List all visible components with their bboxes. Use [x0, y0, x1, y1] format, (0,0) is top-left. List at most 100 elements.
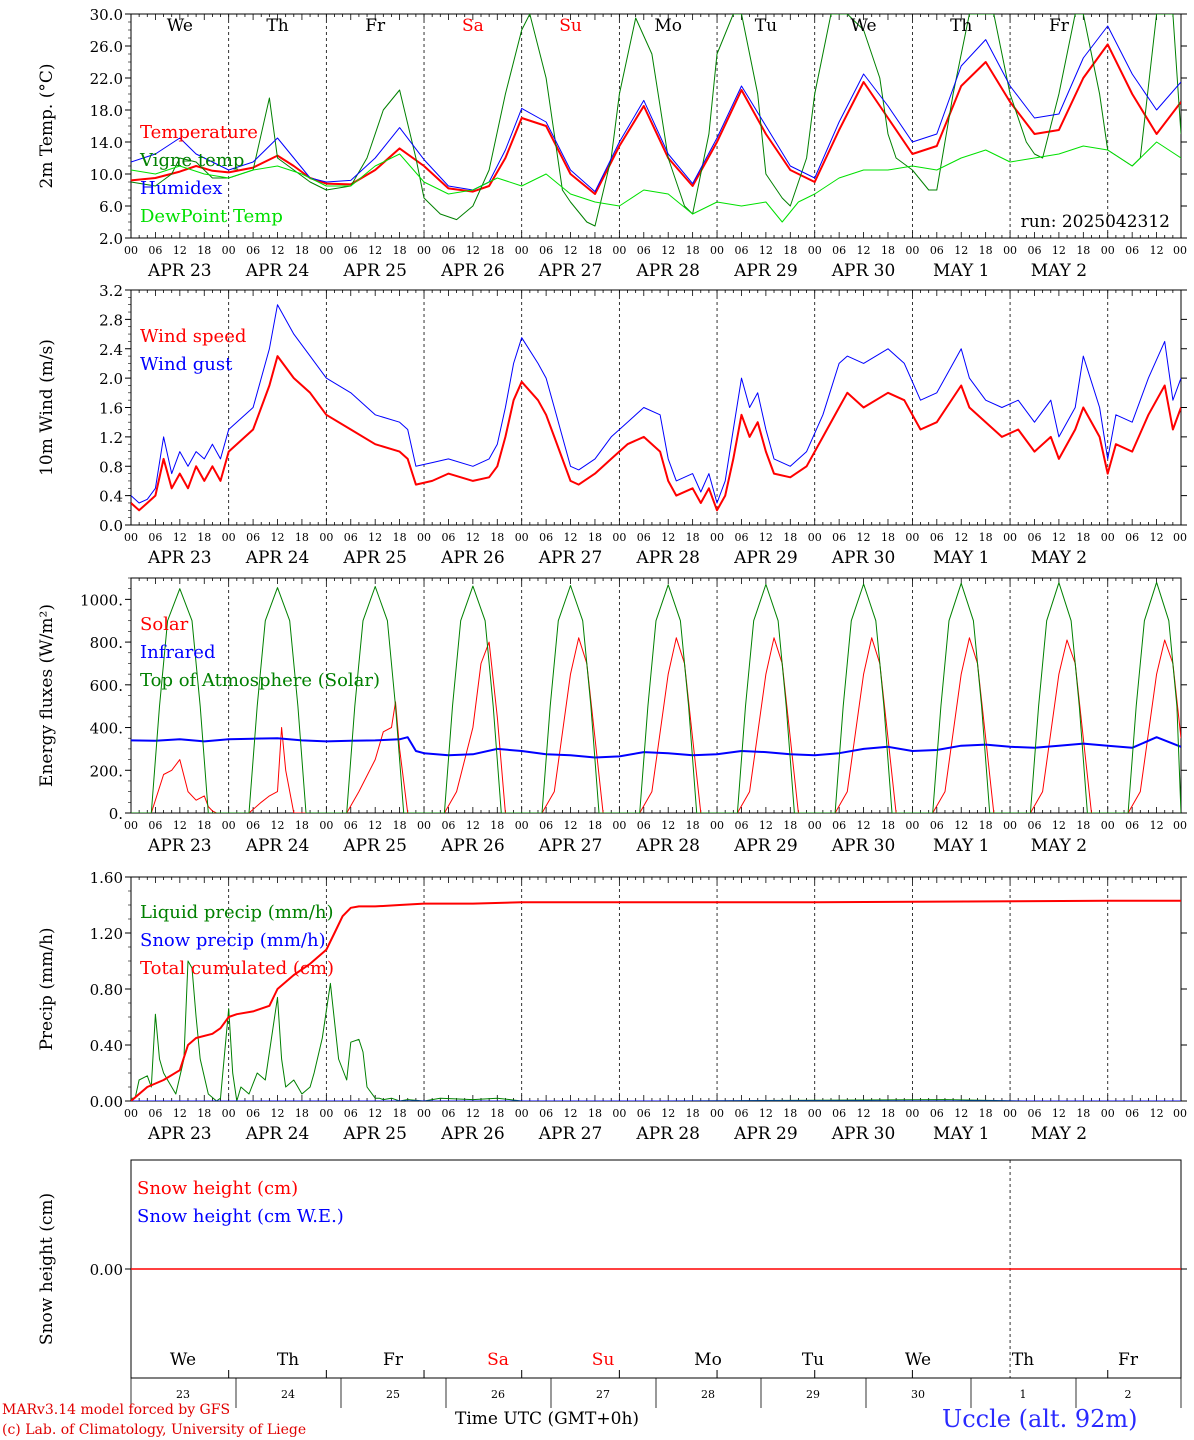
hour-tick-label: 00	[1173, 244, 1187, 257]
hour-tick-label: 18	[588, 244, 602, 257]
hour-tick-label: 00	[710, 819, 724, 832]
hour-tick-label: 00	[319, 531, 333, 544]
hour-tick-label: 06	[148, 531, 162, 544]
hour-tick-label: 00	[1173, 1107, 1187, 1120]
hour-tick-label: 18	[197, 819, 211, 832]
hour-tick-label: 12	[1052, 531, 1066, 544]
series-temperature	[131, 43, 1181, 195]
hour-tick-label: 12	[271, 1107, 285, 1120]
day-label: APR 25	[342, 261, 407, 281]
day-label: APR 29	[733, 548, 798, 568]
hour-tick-label: 12	[954, 1107, 968, 1120]
weekday-label: We	[170, 1350, 196, 1370]
hour-tick-label: 06	[832, 531, 846, 544]
hour-tick-label: 18	[979, 819, 993, 832]
hour-tick-label: 06	[1027, 531, 1041, 544]
hour-tick-label: 18	[979, 244, 993, 257]
legend-item: DewPoint Temp	[140, 206, 283, 227]
hour-tick-label: 12	[954, 531, 968, 544]
hour-tick-label: 06	[344, 819, 358, 832]
weekday-label: We	[905, 1350, 931, 1370]
legend-item: Temperature	[140, 122, 258, 143]
hour-tick-label: 00	[1003, 531, 1017, 544]
y-tick-label: 1.60	[90, 869, 123, 887]
legend-item: Liquid precip (mm/h)	[140, 902, 334, 923]
hour-tick-label: 00	[808, 531, 822, 544]
hour-tick-label: 12	[173, 531, 187, 544]
hour-tick-label: 00	[612, 1107, 626, 1120]
hour-tick-label: 06	[246, 1107, 260, 1120]
day-label: APR 26	[440, 836, 505, 856]
hour-tick-label: 00	[1173, 819, 1187, 832]
weekday-label: Fr	[1049, 16, 1070, 36]
hour-tick-label: 18	[393, 1107, 407, 1120]
y-axis-label: Snow height (cm)	[37, 1193, 57, 1345]
hour-tick-label: 12	[368, 244, 382, 257]
hour-tick-label: 18	[1076, 531, 1090, 544]
hour-tick-label: 12	[271, 819, 285, 832]
hour-tick-label: 12	[759, 531, 773, 544]
run-label: run: 2025042312	[1021, 212, 1170, 232]
legend-item: Infrared	[140, 642, 215, 663]
hour-tick-label: 18	[1076, 1107, 1090, 1120]
hour-tick-label: 06	[1027, 244, 1041, 257]
hour-tick-label: 18	[295, 819, 309, 832]
weekday-label: Su	[592, 1350, 615, 1370]
hour-tick-label: 06	[637, 244, 651, 257]
day-label: APR 30	[831, 836, 896, 856]
hour-tick-label: 18	[393, 819, 407, 832]
hour-tick-label: 06	[539, 1107, 553, 1120]
hour-tick-label: 12	[857, 819, 871, 832]
hour-tick-label: 00	[710, 244, 724, 257]
hour-tick-label: 18	[197, 244, 211, 257]
time-axis-label: Time UTC (GMT+0h)	[455, 1409, 639, 1429]
hour-tick-label: 00	[905, 819, 919, 832]
day-label: MAY 2	[1031, 1124, 1087, 1144]
hour-tick-label: 12	[1052, 819, 1066, 832]
hour-tick-label: 06	[246, 244, 260, 257]
hour-tick-label: 12	[466, 1107, 480, 1120]
weekday-label: Fr	[383, 1350, 404, 1370]
day-label: APR 29	[733, 1124, 798, 1144]
weekday-label: We	[167, 16, 193, 36]
hour-tick-label: 12	[564, 1107, 578, 1120]
hour-tick-label: 18	[979, 531, 993, 544]
y-tick-label: 30.0	[90, 6, 123, 24]
hour-tick-label: 06	[930, 1107, 944, 1120]
hour-tick-label: 12	[173, 1107, 187, 1120]
hour-tick-label: 18	[588, 1107, 602, 1120]
hour-tick-label: 00	[1003, 819, 1017, 832]
hour-tick-label: 00	[808, 819, 822, 832]
weekday-label: We	[850, 16, 876, 36]
day-label: APR 25	[342, 548, 407, 568]
day-label: MAY 2	[1031, 548, 1087, 568]
hour-tick-label: 12	[759, 244, 773, 257]
hour-tick-label: 00	[417, 819, 431, 832]
day-number-label: 1	[1020, 1388, 1027, 1401]
hour-tick-label: 00	[222, 531, 236, 544]
legend-item: Total cumulated (cm)	[140, 958, 334, 979]
hour-tick-label: 00	[710, 1107, 724, 1120]
hour-tick-label: 00	[612, 531, 626, 544]
hour-tick-label: 18	[783, 1107, 797, 1120]
hour-tick-label: 00	[612, 819, 626, 832]
panel-energy: 00 06 12 18 00 06 12 18 00 06 12 18 00 06 12 18 00 06 12 18…	[37, 577, 1187, 856]
legend-item: Humidex	[140, 178, 222, 199]
hour-tick-label: 12	[857, 531, 871, 544]
y-tick-label: 0.00	[90, 1261, 123, 1279]
hour-tick-label: 06	[1125, 1107, 1139, 1120]
hour-tick-label: 12	[661, 531, 675, 544]
y-tick-label: 1.6	[99, 400, 123, 418]
hour-tick-label: 18	[686, 244, 700, 257]
hour-tick-label: 06	[344, 531, 358, 544]
hour-tick-label: 18	[686, 819, 700, 832]
hour-tick-label: 06	[734, 1107, 748, 1120]
hour-tick-label: 12	[661, 244, 675, 257]
y-tick-label: 14.0	[90, 134, 123, 152]
hour-tick-label: 06	[539, 531, 553, 544]
hour-tick-label: 12	[466, 531, 480, 544]
hour-tick-label: 12	[368, 819, 382, 832]
y-tick-label: 0.8	[99, 458, 123, 476]
day-label: APR 23	[147, 548, 212, 568]
weekday-label: Sa	[487, 1350, 509, 1370]
